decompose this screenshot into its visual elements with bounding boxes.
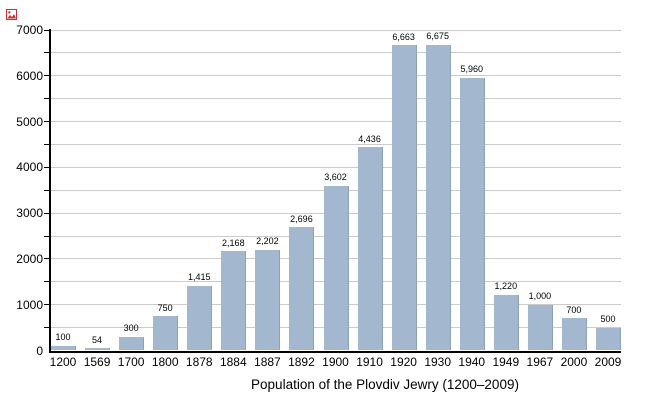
bar: [221, 251, 247, 351]
y-tick-label: 2000: [16, 251, 43, 266]
bar-value-label: 100: [55, 332, 71, 343]
x-tick-label: 1200: [49, 354, 77, 369]
gridline: [50, 29, 621, 31]
x-tick-label: 2009: [594, 354, 622, 369]
x-tick-label: 1800: [151, 354, 179, 369]
x-tick-label: 1930: [424, 354, 452, 369]
bar-value-label: 500: [600, 314, 616, 325]
y-tick-label: 3000: [16, 206, 43, 221]
y-tick: [44, 121, 50, 123]
y-tick: [44, 235, 50, 237]
bar: [561, 318, 587, 351]
bar-value-label: 2,168: [222, 237, 245, 248]
y-tick-label: 4000: [16, 160, 43, 175]
x-tick-label: 1967: [526, 354, 554, 369]
bar: [85, 348, 111, 351]
y-tick: [44, 212, 50, 214]
y-tick: [44, 98, 50, 100]
x-tick-label: 1884: [219, 354, 247, 369]
bar: [51, 345, 76, 351]
y-tick: [44, 304, 50, 306]
gridline: [50, 121, 621, 123]
bar: [391, 45, 417, 351]
bar-value-label: 700: [566, 304, 582, 315]
x-tick-label: 1910: [356, 354, 383, 369]
x-tick-label: 1940: [458, 354, 486, 369]
y-tick: [44, 281, 50, 283]
x-tick-label: 1920: [390, 354, 417, 369]
x-tick-label: 1887: [254, 354, 281, 369]
gridline: [50, 75, 621, 77]
bar: [357, 147, 383, 351]
gridline: [50, 98, 621, 100]
bar: [153, 316, 179, 351]
x-tick-label: 1569: [83, 354, 111, 369]
x-tick-label: 1700: [117, 354, 145, 369]
bar-value-label: 1,000: [528, 291, 552, 302]
bar: [527, 304, 553, 351]
x-tick-label: 1892: [288, 354, 315, 369]
x-tick-label: 1900: [322, 354, 349, 369]
bar: [187, 285, 213, 351]
y-tick: [44, 258, 50, 260]
y-tick: [44, 52, 50, 54]
bar-value-label: 4,436: [358, 133, 381, 144]
bar-value-label: 750: [157, 302, 173, 313]
y-tick-label: 7000: [16, 23, 43, 37]
y-tick: [44, 143, 50, 145]
y-tick: [44, 29, 50, 31]
x-axis-line: [49, 350, 621, 353]
bar: [289, 227, 315, 351]
bar: [119, 336, 145, 351]
bar-value-label: 2,202: [256, 236, 279, 247]
chart-caption: Population of the Plovdiv Jewry (1200–20…: [251, 377, 519, 392]
bar-value-label: 2,696: [290, 213, 313, 224]
y-tick-label: 5000: [16, 114, 43, 129]
bar: [596, 327, 621, 351]
y-tick-label: 1000: [16, 297, 43, 312]
y-tick: [44, 166, 50, 168]
bar-value-label: 5,960: [460, 64, 484, 75]
bar: [493, 294, 519, 351]
y-tick: [44, 189, 50, 191]
x-tick-label: 2000: [560, 354, 588, 369]
bar-value-label: 1,415: [187, 272, 211, 283]
bar-value-label: 3,602: [324, 172, 347, 183]
gridline: [50, 143, 621, 145]
bar-value-label: 300: [123, 323, 139, 334]
gridline: [50, 166, 621, 168]
y-tick-label: 6000: [16, 68, 43, 83]
y-axis-line: [49, 29, 51, 352]
bar-value-label: 6,663: [392, 31, 415, 42]
bar: [425, 44, 451, 351]
bar-value-label: 54: [92, 334, 103, 345]
bar: [459, 77, 485, 351]
gridline: [50, 52, 621, 54]
bar-value-label: 6,675: [426, 31, 449, 42]
y-tick: [44, 327, 50, 329]
x-tick-label: 1949: [492, 354, 520, 369]
broken-image-icon: [6, 9, 17, 20]
x-tick-label: 1878: [185, 354, 213, 369]
bar: [255, 249, 281, 351]
y-tick: [44, 75, 50, 77]
bar-value-label: 1,220: [494, 281, 518, 292]
bar: [323, 185, 349, 351]
y-tick-label: 0: [36, 343, 43, 358]
